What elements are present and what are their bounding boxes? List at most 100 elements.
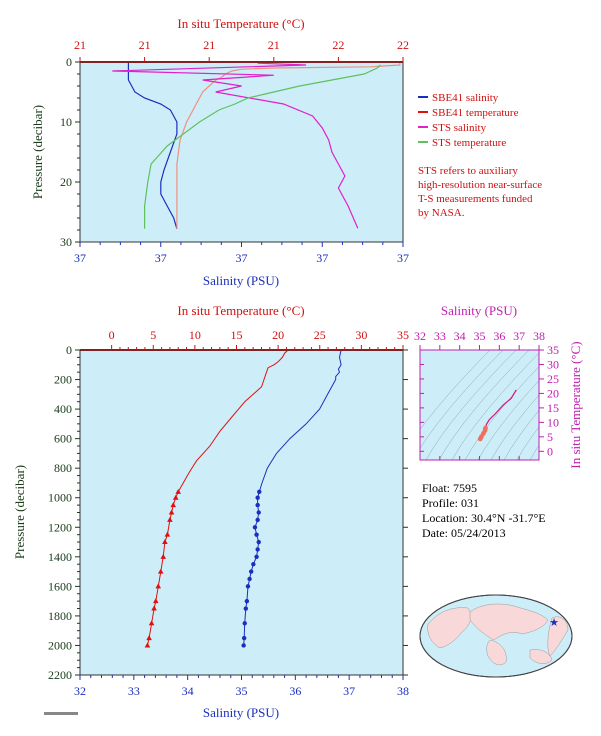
ts-density-contour [503, 409, 539, 460]
ts-temperature-tick-label: 35 [547, 343, 559, 357]
pressure-tick-label: 1400 [48, 550, 72, 564]
ts-salinity-tick-label: 38 [533, 329, 545, 343]
ts-salinity-tick-label: 36 [493, 329, 505, 343]
ts-salinity-tick-label: 35 [474, 329, 486, 343]
salinity-marker [255, 502, 260, 508]
legend-entry-label: SBE41 temperature [432, 107, 519, 119]
temperature-marker [148, 620, 155, 626]
full-profile-panel: 32 33 34 35 36 37 38 0 5 10 15 20 25 30 35 0 200 400 600 80… [12, 303, 409, 720]
ts-temperature-tick-label: 25 [547, 372, 559, 386]
salinity-tick-label: 34 [182, 684, 194, 698]
temperature-marker [168, 509, 175, 515]
ts-point [477, 436, 483, 442]
salinity-marker [248, 569, 254, 574]
near-surface-temperature-tick-label: 22 [332, 38, 344, 52]
salinity-tick-label: 33 [128, 684, 140, 698]
near-surface-pressure-tick-label: 10 [60, 115, 72, 129]
float-location-star-icon: ★ [549, 617, 559, 629]
temperature-marker [157, 568, 164, 574]
salinity-marker [247, 576, 252, 582]
temperature-marker [160, 553, 167, 559]
near-surface-plot-area [80, 62, 403, 242]
temperature-marker [172, 494, 179, 500]
near-surface-temperature-tick-label: 22 [397, 38, 409, 52]
full-profile-pressure-label: Pressure (decibar) [12, 465, 27, 559]
near-surface-series-line [127, 62, 178, 229]
near-surface-top-axis-label: In situ Temperature (°C) [177, 16, 304, 31]
salinity-tick-label: 36 [289, 684, 301, 698]
legend: SBE41 salinity SBE41 temperature STS salin… [418, 92, 542, 219]
near-surface-salinity-tick-label: 37 [316, 251, 328, 265]
landmass-eurasia [469, 603, 549, 641]
pressure-tick-label: 200 [54, 373, 72, 387]
ts-temperature-tick-label: 15 [547, 401, 559, 415]
salinity-marker [257, 489, 262, 495]
pressure-tick-label: 800 [54, 461, 72, 475]
near-surface-salinity-tick-label: 37 [74, 251, 86, 265]
pressure-tick-label: 1600 [48, 579, 72, 593]
near-surface-series-line [112, 62, 359, 229]
near-surface-panel: 37 37 37 37 37 21 21 21 21 22 22 0 10 20 30 In situ Te… [30, 16, 409, 288]
float-info: Float: 7595 Profile: 031 Location: 30.4°… [422, 481, 546, 540]
full-profile-salinity-label: Salinity (PSU) [203, 705, 279, 720]
ts-density-contour [420, 350, 491, 430]
temperature-marker [155, 583, 162, 589]
salinity-marker [251, 562, 256, 567]
ts-density-contour [490, 394, 539, 460]
salinity-marker [244, 598, 250, 604]
legend-note-line: T-S measurements funded [418, 193, 533, 205]
near-surface-salinity-label: Salinity (PSU) [203, 273, 279, 288]
near-surface-pressure-label: Pressure (decibar) [30, 105, 45, 199]
full-profile-plot-area [80, 350, 403, 675]
salinity-marker [254, 532, 259, 537]
salinity-marker [245, 584, 251, 589]
temperature-profile-line [146, 349, 289, 646]
near-surface-salinity-tick-label: 37 [397, 251, 409, 265]
legend-note-line: STS refers to auxiliary [418, 165, 518, 177]
salinity-marker [243, 606, 249, 611]
legend-entry-label: STS temperature [432, 137, 506, 149]
legend-note-line: by NASA. [418, 207, 465, 219]
ts-salinity-tick-label: 32 [414, 329, 426, 343]
pressure-tick-label: 2000 [48, 638, 72, 652]
near-surface-temperature-tick-label: 21 [203, 38, 215, 52]
ts-temperature-tick-label: 20 [547, 386, 559, 400]
landmass-australia [529, 649, 553, 664]
full-profile-top-axis-label: In situ Temperature (°C) [177, 303, 304, 318]
near-surface-series-line [176, 62, 401, 229]
ts-density-contour [451, 352, 539, 460]
near-surface-series-line [144, 64, 381, 229]
near-surface-salinity-tick-label: 37 [236, 251, 248, 265]
float-id: Float: 7595 [422, 481, 477, 495]
ts-density-contour [477, 380, 539, 460]
ts-density-contour [516, 426, 539, 460]
ts-temperature-tick-label: 10 [547, 415, 559, 429]
temperature-marker [164, 531, 171, 537]
temperature-tick-label: 15 [231, 328, 243, 342]
near-surface-temperature-tick-label: 21 [74, 38, 86, 52]
temperature-marker [170, 502, 177, 508]
near-surface-temperature-tick-label: 21 [268, 38, 280, 52]
salinity-marker [255, 517, 260, 523]
landmass-americas-west [427, 607, 472, 649]
near-surface-temperature-tick-label: 21 [139, 38, 151, 52]
salinity-marker [241, 635, 247, 641]
legend-note-line: high-resolution near-surface [418, 179, 542, 191]
salinity-marker [242, 621, 247, 626]
temperature-tick-label: 20 [272, 328, 284, 342]
temperature-marker [151, 605, 157, 611]
salinity-marker [256, 510, 261, 515]
date: Date: 05/24/2013 [422, 526, 506, 540]
salinity-tick-label: 37 [343, 684, 355, 698]
temperature-marker [167, 516, 173, 522]
pressure-tick-label: 1200 [48, 520, 72, 534]
salinity-marker [255, 547, 260, 552]
ts-density-contour [464, 366, 539, 460]
near-surface-salinity-tick-label: 37 [155, 251, 167, 265]
temperature-marker [144, 642, 151, 648]
ts-plot-area [420, 350, 539, 460]
profile-number: Profile: 031 [422, 496, 479, 510]
pressure-tick-label: 2200 [48, 668, 72, 682]
